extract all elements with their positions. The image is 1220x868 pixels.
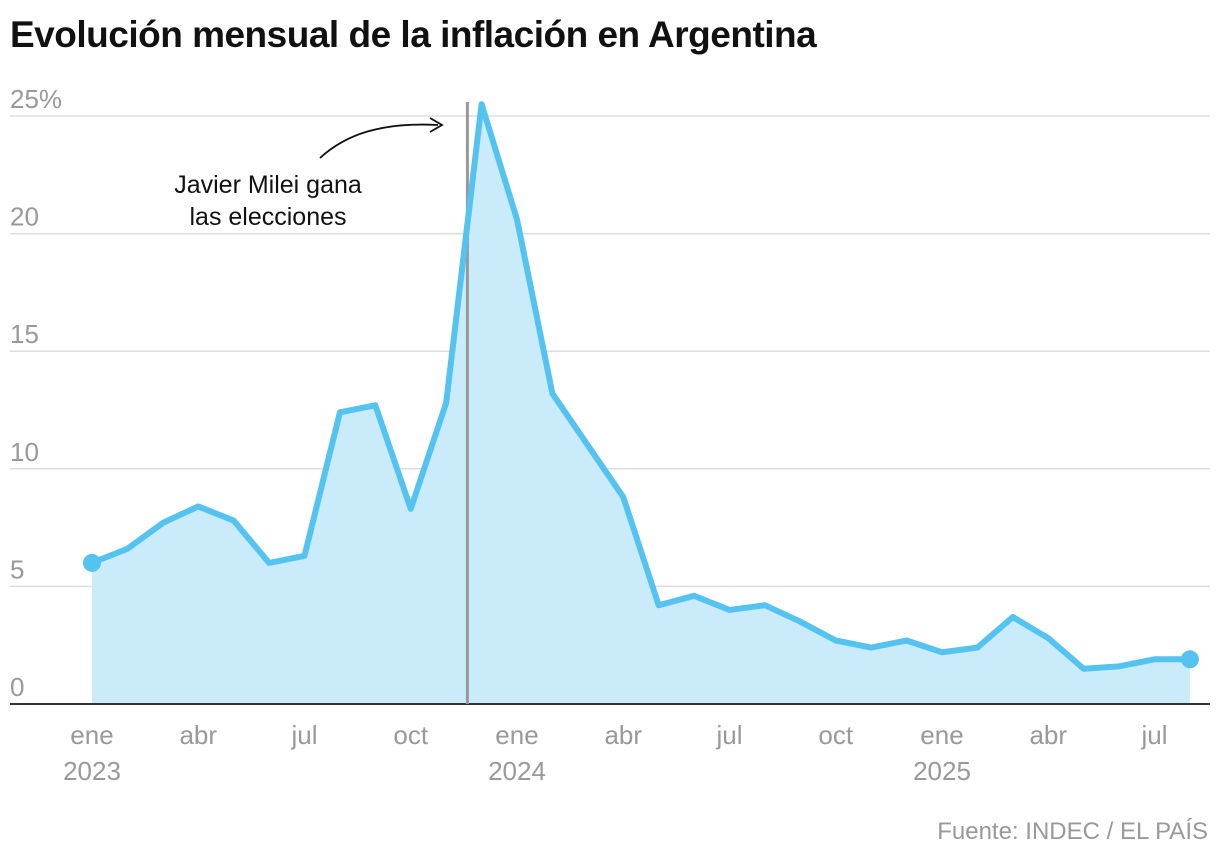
chart-title: Evolución mensual de la inflación en Arg… xyxy=(10,14,817,55)
data-point xyxy=(1180,650,1199,669)
annotation-text: Javier Milei gana xyxy=(174,171,362,199)
x-tick-label: ene xyxy=(495,720,538,750)
y-tick-label: 0 xyxy=(10,672,24,702)
y-tick-label: 10 xyxy=(10,437,39,467)
x-year-label: 2025 xyxy=(913,756,971,786)
annotation-text: las elecciones xyxy=(189,203,346,231)
x-tick-label: ene xyxy=(70,720,113,750)
x-year-label: 2024 xyxy=(488,756,546,786)
arrow-head-icon xyxy=(429,117,444,133)
x-tick-label: jul xyxy=(715,720,742,750)
annotation-arrow xyxy=(319,123,439,159)
source-note: Fuente: INDEC / EL PAÍS xyxy=(937,818,1208,845)
data-point xyxy=(83,553,101,572)
x-tick-label: ene xyxy=(920,720,963,750)
area-fill xyxy=(92,104,1190,705)
y-tick-label: 20 xyxy=(10,202,39,232)
x-year-label: 2023 xyxy=(63,756,121,786)
y-tick-label: 5 xyxy=(10,554,24,584)
y-tick-label: 15 xyxy=(10,319,39,349)
x-tick-label: jul xyxy=(1140,720,1167,750)
series-line xyxy=(90,101,1190,672)
x-tick-label: abr xyxy=(1029,720,1067,750)
x-tick-label: jul xyxy=(290,720,317,750)
x-tick-label: abr xyxy=(604,720,642,750)
x-tick-label: oct xyxy=(818,720,853,750)
x-tick-label: abr xyxy=(179,720,217,750)
x-tick-label: oct xyxy=(393,720,428,750)
y-tick-label: 25% xyxy=(10,84,62,114)
